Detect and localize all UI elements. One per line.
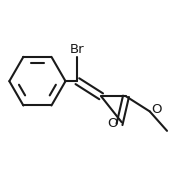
Text: O: O (107, 117, 117, 130)
Text: Br: Br (70, 43, 85, 56)
Text: O: O (151, 103, 161, 116)
